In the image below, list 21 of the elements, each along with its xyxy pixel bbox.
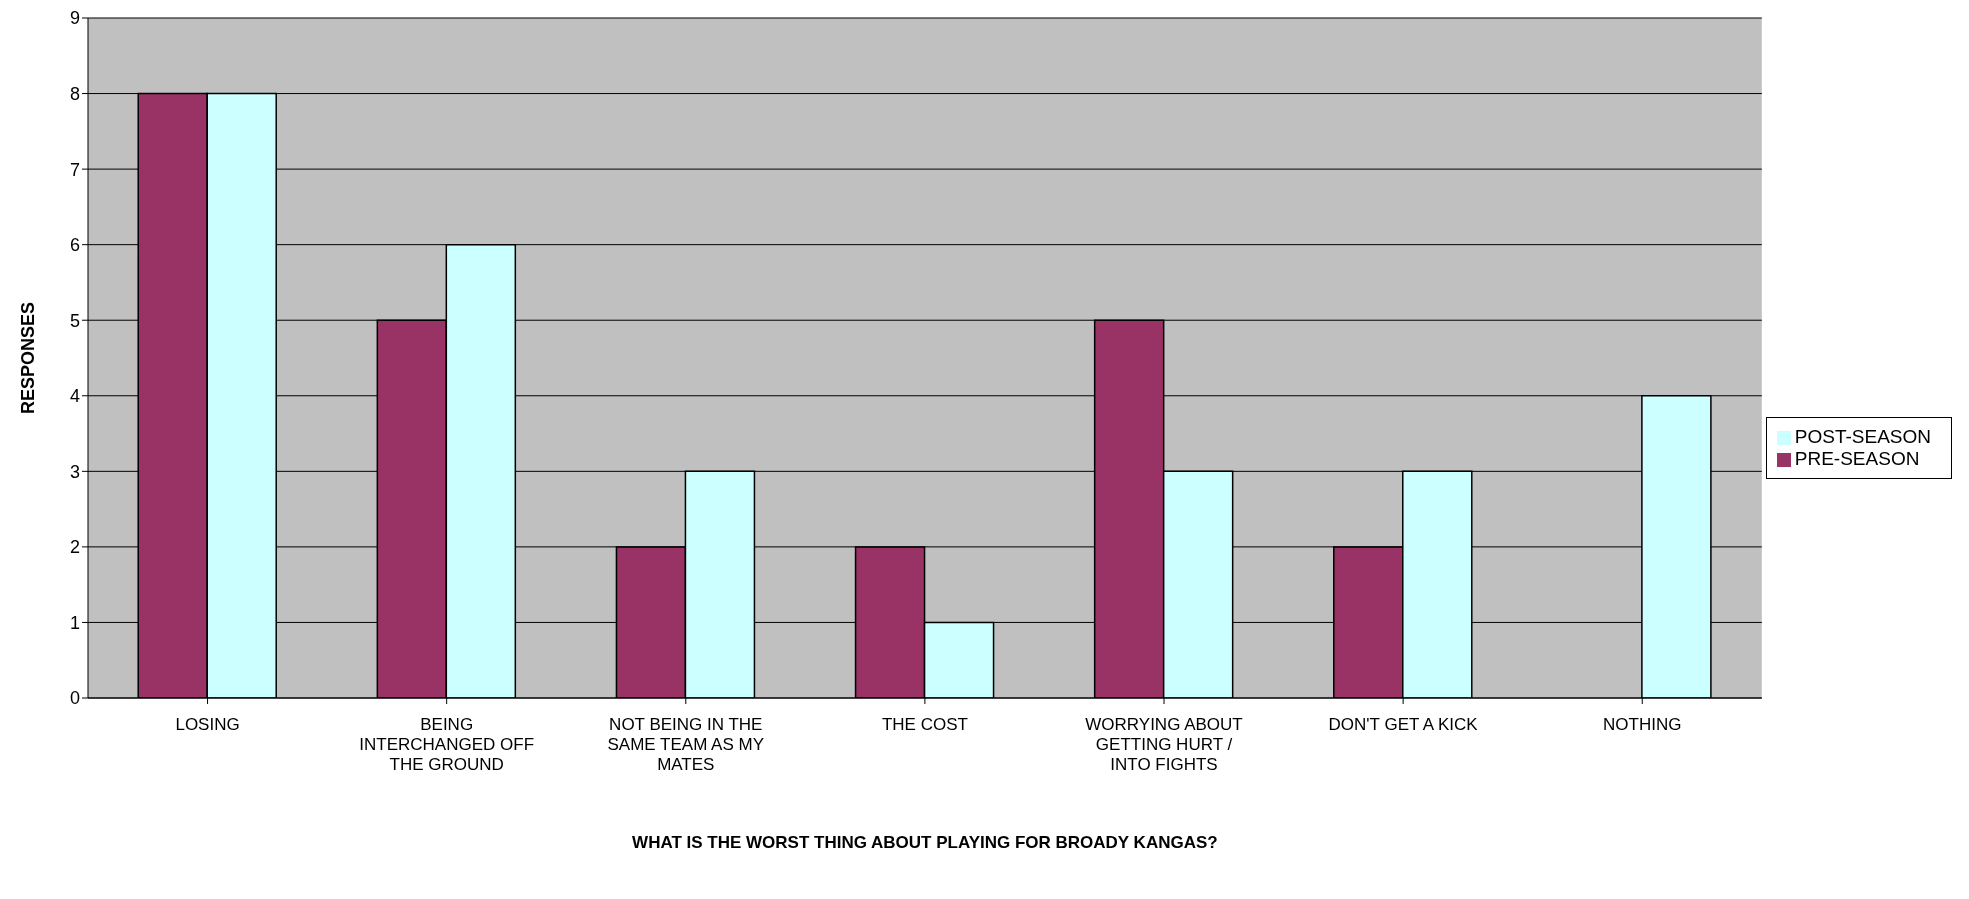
y-tick-label: 5 [69,310,80,331]
x-tick-label: NOTHING [1603,715,1682,734]
legend-label: PRE-SEASON [1794,448,1920,469]
y-tick-label: 4 [69,386,80,407]
x-tick-label: NOT BEING IN THE SAME TEAM AS MY MATES [607,715,765,774]
y-tick-label: 6 [69,235,80,256]
legend-label: POST-SEASON [1794,426,1931,447]
y-tick-label: 7 [69,159,80,180]
x-tick-label: THE COST [881,715,968,734]
y-tick-label: 9 [69,8,80,29]
x-tick-label: WORRYING ABOUT GETTING HURT / INTO FIGHTS [1085,715,1243,774]
y-tick-label: 0 [69,688,80,709]
x-tick-label: DON'T GET A KICK [1328,715,1479,734]
y-tick-label: 3 [69,461,80,482]
y-tick-label: 2 [69,537,80,558]
y-tick-label: 8 [69,83,80,104]
x-tick-label: BEING INTERCHANGED OFF THE GROUND [359,715,535,774]
y-tick-label: 1 [69,612,80,633]
x-axis-title: WHAT IS THE WORST THING ABOUT PLAYING FOR BROADY KANGAS? [632,833,1218,852]
y-axis-title: RESPONSES [18,301,39,415]
x-tick-label: LOSING [175,715,240,734]
